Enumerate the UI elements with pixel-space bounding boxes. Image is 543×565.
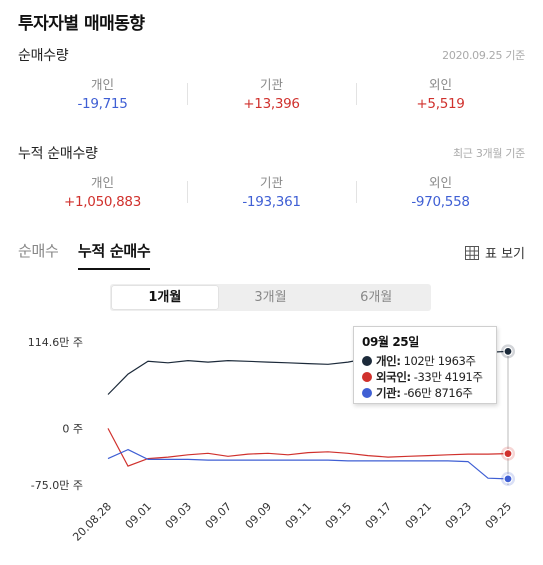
x-tick-label: 09.25 [483,500,514,531]
cumulative-section-header: 누적 순매수량 최근 3개월 기준 [18,143,525,163]
stat-value: +5,519 [416,96,465,112]
y-tick-label: 114.6만 주 [28,336,83,349]
table-view-label: 표 보기 [484,247,525,262]
net-stat-individual: 개인 -19,715 [18,77,187,121]
period-6m-button[interactable]: 6개월 [360,290,393,305]
series-marker [503,474,513,484]
table-view-button[interactable]: 표 보기 [464,243,525,262]
page-title: 투자자별 매매동향 [18,14,145,34]
y-tick-label: 0 주 [62,422,83,435]
net-section-title: 순매수량 [18,48,69,64]
x-tick-label: 09.09 [243,500,274,531]
stat-value: +1,050,883 [63,194,142,210]
cumulative-stat-foreign: 외인 -970,558 [356,175,525,219]
period-selector: 1개월 3개월 6개월 [110,284,431,311]
stat-label: 외인 [428,175,452,190]
x-tick-label: 09.03 [163,500,194,531]
cumulative-stat-institution: 기관 -193,361 [187,175,356,219]
series-dot-icon [362,356,372,366]
stat-label: 외인 [428,77,452,92]
x-tick-label: 09.01 [123,500,154,531]
tooltip-name: 기관: [376,386,401,400]
tooltip-date: 09월 25일 [362,335,419,349]
tooltip-value: 102만 1963주 [403,354,476,368]
tooltip-value: -66만 8716주 [403,386,473,400]
x-tick-label: 09.15 [323,500,354,531]
table-grid-icon [464,245,479,260]
tooltip-value: -33만 4191주 [413,370,483,384]
tab-cumulative-net-buy[interactable]: 누적 순매수 [78,240,151,270]
cumulative-line-chart[interactable]: 114.6만 주 0 주 -75.0만 주 20.08.28 09.01 09.03 09.… [0,320,543,565]
stat-value: +13,396 [243,96,300,112]
cumulative-date-note: 최근 3개월 기준 [452,147,525,160]
tooltip-row-foreign: 외국인: -33만 4191주 [362,369,488,385]
net-stats: 개인 -19,715 기관 +13,396 외인 +5,519 [18,77,525,121]
period-1m-button[interactable]: 1개월 [112,286,218,309]
stat-value: -19,715 [77,96,128,112]
tooltip-row-institution: 기관: -66만 8716주 [362,385,488,401]
tab-net-buy[interactable]: 순매수 [18,242,59,260]
stat-label: 개인 [90,77,114,92]
chart-tooltip: 09월 25일 개인: 102만 1963주 외국인: -33만 4191주 기… [353,326,497,404]
net-section-header: 순매수량 2020.09.25 기준 [18,45,525,65]
cumulative-section-title: 누적 순매수량 [18,146,98,162]
cumulative-stats: 개인 +1,050,883 기관 -193,361 외인 -970,558 [18,175,525,219]
stat-value: -970,558 [411,194,470,210]
tooltip-name: 개인: [376,354,401,368]
net-stat-foreign: 외인 +5,519 [356,77,525,121]
series-dot-icon [362,372,372,382]
x-tick-label: 09.07 [203,500,234,531]
period-3m-button[interactable]: 3개월 [254,290,287,305]
stat-label: 기관 [259,175,283,190]
x-tick-label: 09.17 [363,500,394,531]
x-tick-label: 09.21 [403,500,434,531]
cumulative-stat-individual: 개인 +1,050,883 [18,175,187,219]
stat-value: -193,361 [242,194,301,210]
net-date-note: 2020.09.25 기준 [442,49,525,62]
tooltip-name: 외국인: [376,370,411,384]
series-dot-icon [362,388,372,398]
stat-label: 개인 [90,175,114,190]
x-tick-label: 20.08.28 [70,500,114,544]
series-line-외국인 [107,428,509,467]
x-tick-label: 09.23 [443,500,474,531]
series-marker [503,449,513,459]
y-tick-label: -75.0만 주 [31,479,83,492]
x-tick-label: 09.11 [283,500,314,531]
series-line-기관 [107,448,509,480]
stat-label: 기관 [259,77,283,92]
net-stat-institution: 기관 +13,396 [187,77,356,121]
tooltip-row-individual: 개인: 102만 1963주 [362,353,488,369]
series-marker [503,346,513,356]
